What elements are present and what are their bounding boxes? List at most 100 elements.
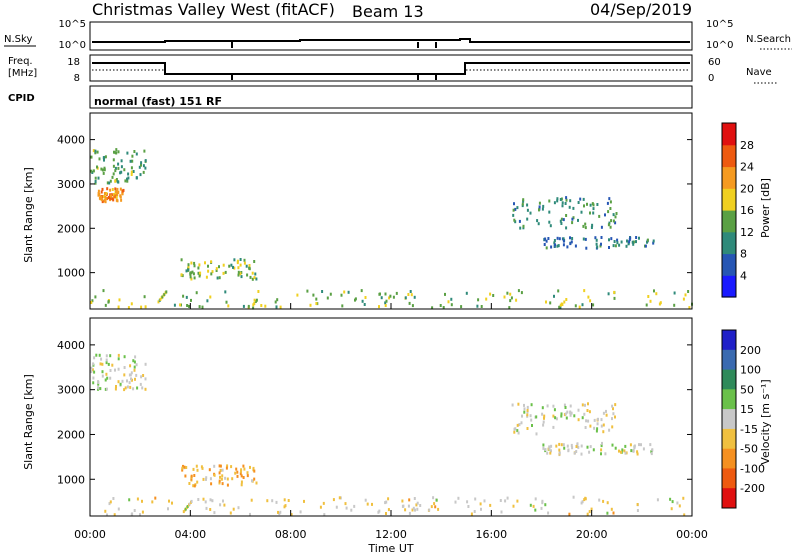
velocity-cell-2 xyxy=(521,414,523,418)
velocity-cell-4 xyxy=(412,506,415,510)
xtick-label-5: 20:00 xyxy=(576,528,608,541)
velocity-cell-1 xyxy=(201,466,204,470)
xtick-label-1: 04:00 xyxy=(174,528,206,541)
power-ytick-label-3: 4000 xyxy=(57,134,85,147)
velocity-cell-3 xyxy=(558,448,561,452)
power-cell-0 xyxy=(104,155,107,159)
velocity-cell-3 xyxy=(618,449,620,453)
power-cell-1 xyxy=(115,195,118,199)
velocity-cell-3 xyxy=(575,445,578,448)
power-cell-0 xyxy=(103,158,105,162)
power-cell-2 xyxy=(211,270,214,274)
power-cell-0 xyxy=(131,159,134,163)
velocity-cell-3 xyxy=(650,450,653,454)
velocity-cell-3 xyxy=(650,452,653,456)
power-cell-5 xyxy=(465,291,468,295)
power-cell-5 xyxy=(560,302,563,306)
velocity-colorbar-tick-6: -100 xyxy=(740,462,765,475)
velocity-cell-1 xyxy=(242,464,245,468)
velocity-cell-2 xyxy=(553,408,556,412)
power-cell-1 xyxy=(106,187,109,191)
power-cell-4 xyxy=(550,245,553,249)
power-cell-4 xyxy=(554,243,556,247)
velocity-cell-2 xyxy=(570,411,573,415)
velocity-cell-4 xyxy=(479,502,482,506)
power-cell-3 xyxy=(556,199,559,203)
velocity-cell-4 xyxy=(419,504,422,507)
velocity-cell-4 xyxy=(139,513,141,517)
power-cell-0 xyxy=(117,150,120,154)
velocity-cell-4 xyxy=(266,499,269,503)
velocity-cell-0 xyxy=(92,362,95,366)
power-cell-3 xyxy=(565,226,568,230)
power-cell-4 xyxy=(562,237,565,241)
power-cell-5 xyxy=(444,292,446,296)
power-cell-3 xyxy=(514,207,517,211)
power-cell-5 xyxy=(509,292,512,296)
velocity-cell-0 xyxy=(105,372,108,376)
power-cell-0 xyxy=(100,167,103,171)
power-cell-3 xyxy=(565,196,568,200)
power-cell-4 xyxy=(631,240,634,244)
velocity-cell-2 xyxy=(523,407,526,411)
power-cell-2 xyxy=(233,258,236,262)
power-cell-5 xyxy=(275,305,278,309)
velocity-colorbar-tick-2: 50 xyxy=(740,383,754,396)
velocity-cell-3 xyxy=(558,442,561,446)
velocity-cell-0 xyxy=(133,360,136,364)
power-cell-4 xyxy=(600,236,603,239)
power-cell-5 xyxy=(117,305,120,309)
power-cell-4 xyxy=(574,244,577,248)
velocity-cell-0 xyxy=(107,362,110,366)
velocity-cell-0 xyxy=(117,353,120,357)
velocity-cell-4 xyxy=(504,499,507,503)
velocity-cell-2 xyxy=(518,423,521,427)
power-cell-0 xyxy=(111,175,114,179)
power-cell-5 xyxy=(165,290,168,294)
power-cell-3 xyxy=(584,222,587,226)
velocity-cell-0 xyxy=(114,387,117,391)
power-colorbar-tick-4: 20 xyxy=(740,182,754,195)
power-cell-5 xyxy=(492,294,495,297)
power-cell-5 xyxy=(389,294,392,298)
power-cell-0 xyxy=(115,148,118,152)
freq-tick-bottom: 8 xyxy=(74,73,80,84)
power-cell-3 xyxy=(512,213,515,217)
power-cell-5 xyxy=(688,306,691,310)
power-colorbar-swatch-0 xyxy=(722,275,736,298)
power-cell-4 xyxy=(644,244,647,248)
velocity-cell-3 xyxy=(633,446,636,450)
power-cell-2 xyxy=(248,264,251,267)
velocity-cell-2 xyxy=(560,414,563,418)
power-cell-0 xyxy=(97,176,100,180)
power-cell-5 xyxy=(581,303,584,307)
velocity-cell-4 xyxy=(415,503,418,507)
velocity-cell-3 xyxy=(600,444,603,448)
power-cell-5 xyxy=(559,305,562,309)
power-cell-2 xyxy=(240,275,243,279)
power-cell-3 xyxy=(561,201,564,205)
velocity-cell-4 xyxy=(168,499,170,503)
velocity-cell-2 xyxy=(612,407,614,411)
power-cell-4 xyxy=(571,237,574,240)
power-cell-0 xyxy=(114,169,117,173)
velocity-cell-1 xyxy=(240,468,243,472)
power-cell-3 xyxy=(608,221,611,225)
power-cell-5 xyxy=(104,303,107,307)
power-cell-5 xyxy=(186,304,189,307)
power-cell-5 xyxy=(395,291,398,295)
power-cell-5 xyxy=(563,300,566,304)
power-cell-5 xyxy=(450,297,453,301)
velocity-cell-0 xyxy=(129,385,132,389)
velocity-cell-4 xyxy=(112,497,115,500)
power-cell-3 xyxy=(589,203,592,207)
power-cell-0 xyxy=(140,161,143,165)
velocity-cell-2 xyxy=(589,424,592,428)
power-cell-3 xyxy=(592,203,595,207)
power-cell-3 xyxy=(586,202,588,206)
velocity-colorbar-tick-5: -50 xyxy=(740,443,758,456)
velocity-cell-4 xyxy=(584,496,587,500)
velocity-cell-3 xyxy=(601,441,603,445)
power-cell-3 xyxy=(577,201,580,204)
velocity-cell-4 xyxy=(128,498,131,502)
